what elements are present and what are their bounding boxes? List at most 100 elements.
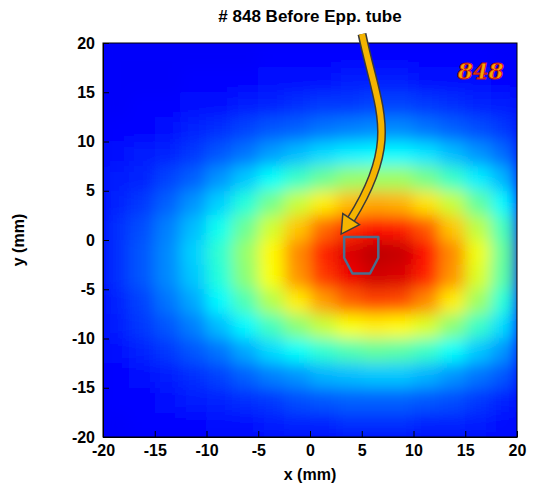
heatmap-cell [439,363,465,388]
heatmap-cell [232,265,258,290]
heatmap-cell [388,117,414,142]
heatmap-cell [310,92,336,117]
heatmap-cell [414,265,440,290]
heatmap-cell [414,166,440,191]
heatmap-cell [129,314,155,339]
heatmap-cell [491,314,517,339]
heatmap-cell [414,388,440,413]
heatmap-cell [465,92,491,117]
heatmap-cell [310,68,336,93]
heatmap-cell [103,166,129,191]
heatmap-cell [310,388,336,413]
heatmap-cell [155,215,181,240]
heatmap-cell [388,166,414,191]
heatmap-cell [414,339,440,364]
heatmap-cell [103,92,129,117]
heatmap-cell [181,166,207,191]
arrow-head [341,214,359,235]
heatmap-cell [362,412,388,437]
heatmap-cell [232,215,258,240]
axis-line [104,437,518,438]
chart-container: -20-15-10-505101520-20-15-10-505101520x … [0,0,538,488]
heatmap-cell [207,363,233,388]
y-axis-title: y (mm) [10,214,27,266]
heatmap-cell [414,117,440,142]
annotation: 848 [457,58,504,84]
heatmap-cell [310,412,336,437]
heatmap-cell [362,363,388,388]
tick-label: -15 [144,442,167,459]
tick-mark [103,339,109,340]
heatmap-cell [155,314,181,339]
heatmap-cell [439,289,465,314]
tick-mark [103,437,109,438]
heatmap-cell [414,314,440,339]
heatmap-cell [465,117,491,142]
heatmap-cell [129,240,155,265]
heatmap-cell [103,43,129,68]
tick-mark [310,431,311,437]
heatmap-cell [129,215,155,240]
heatmap-cell [388,43,414,68]
heatmap-cell [284,388,310,413]
heatmap-cell [465,265,491,290]
heatmap-cell [414,191,440,216]
heatmap-cell [439,142,465,167]
heatmap-cell [465,215,491,240]
heatmap-cell [362,314,388,339]
heatmap-cell [103,68,129,93]
heatmap-cell [439,191,465,216]
heatmap-cell [465,363,491,388]
heatmap-cell [284,68,310,93]
heatmap-cell [388,314,414,339]
heatmap-cell [129,412,155,437]
heatmap-cell [388,363,414,388]
heatmap-cell [258,412,284,437]
heatmap-cell [491,92,517,117]
heatmap-cell [232,142,258,167]
heatmap-cell [103,142,129,167]
heatmap-cell [388,240,414,265]
heatmap-cell [232,92,258,117]
x-axis: -20-15-10-505101520 [92,431,527,459]
arrow-shaft-outline [351,34,381,219]
heatmap-cell [232,388,258,413]
heatmap-cell [258,92,284,117]
heatmap-cell [414,240,440,265]
heatmap-cell [258,314,284,339]
heatmap-cell [155,191,181,216]
heatmap-cell [129,388,155,413]
tick: 20 [77,35,109,52]
heatmap-cell [336,289,362,314]
heatmap-cell [103,265,129,290]
heatmap-cell [155,166,181,191]
heatmap-cell [258,265,284,290]
heatmap-cell [207,142,233,167]
heatmap-cell [414,289,440,314]
heatmap-cell [284,363,310,388]
tick-mark [258,431,259,437]
tick: 0 [86,232,109,249]
tick-label: 10 [77,133,95,150]
heatmap-cell [129,43,155,68]
heatmap-cell [232,68,258,93]
heatmap-cell [258,166,284,191]
tick: -15 [144,431,167,459]
heatmap-cell [284,240,310,265]
heatmap-cell [310,191,336,216]
heatmap-cell [258,68,284,93]
heatmap-cell [207,117,233,142]
tick-label: -20 [92,442,115,459]
heatmap-cell [414,92,440,117]
heatmap-cell [181,68,207,93]
tick-label: 10 [405,442,423,459]
heatmap-cell [284,142,310,167]
heatmap-cell [258,289,284,314]
heatmap-cell [491,339,517,364]
tick-mark [103,240,109,241]
tick: 5 [86,182,109,199]
heatmap-cell [336,142,362,167]
heatmap-cell [155,92,181,117]
heatmap-cell [103,388,129,413]
heatmap-cell [388,92,414,117]
